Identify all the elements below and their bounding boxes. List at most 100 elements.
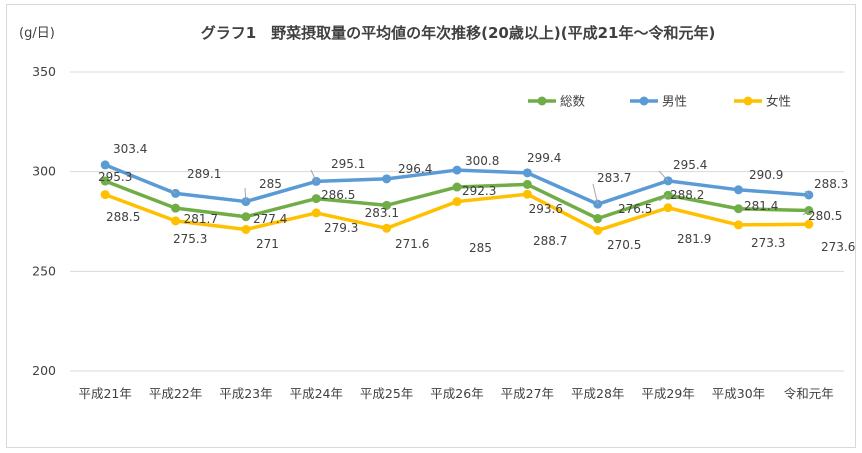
legend-label: 総数 bbox=[560, 94, 586, 109]
data-label: 270.5 bbox=[607, 238, 641, 252]
data-label: 273.6 bbox=[821, 240, 855, 254]
y-axis-ticks: 350 300 250 200 bbox=[32, 64, 56, 378]
data-label: 283.7 bbox=[597, 171, 631, 185]
data-point bbox=[382, 174, 392, 184]
data-label: 281.7 bbox=[184, 212, 218, 226]
x-tick-label: 平成21年 bbox=[78, 386, 131, 401]
leader-line bbox=[658, 194, 669, 202]
y-tick-label: 250 bbox=[32, 263, 56, 278]
leader-line bbox=[802, 210, 810, 216]
chart-title: グラフ1 野菜摂取量の平均値の年次推移(20歳以上)(平成21年〜令和元年) bbox=[201, 24, 716, 42]
x-tick-label: 平成26年 bbox=[430, 386, 483, 401]
data-point bbox=[382, 200, 392, 210]
y-tick-label: 300 bbox=[32, 164, 56, 179]
legend: 総数 男性 女性 bbox=[528, 94, 791, 109]
legend-label: 男性 bbox=[662, 94, 687, 109]
data-label: 271 bbox=[256, 237, 279, 251]
data-point bbox=[593, 214, 603, 224]
data-label: 275.3 bbox=[173, 232, 207, 246]
data-point bbox=[241, 212, 251, 222]
data-point bbox=[733, 185, 743, 195]
data-label: 290.9 bbox=[749, 168, 783, 182]
x-tick-label: 平成28年 bbox=[571, 386, 624, 401]
data-label: 299.4 bbox=[527, 151, 561, 165]
data-label: 296.4 bbox=[398, 162, 432, 176]
data-point bbox=[522, 168, 532, 178]
y-axis-unit: (g/日) bbox=[19, 26, 55, 41]
y-tick-label: 200 bbox=[32, 363, 56, 378]
data-label: 295.4 bbox=[673, 158, 707, 172]
x-tick-label: 平成29年 bbox=[641, 386, 694, 401]
data-label: 288.5 bbox=[106, 210, 140, 224]
chart-frame: グラフ1 野菜摂取量の平均値の年次推移(20歳以上)(平成21年〜令和元年) (… bbox=[6, 4, 856, 448]
data-label: 303.4 bbox=[113, 142, 147, 156]
data-point bbox=[733, 220, 743, 230]
data-label: 295.1 bbox=[331, 157, 365, 171]
data-label: 285 bbox=[259, 177, 282, 191]
x-tick-label: 平成27年 bbox=[501, 386, 554, 401]
legend-label: 女性 bbox=[766, 94, 791, 109]
x-tick-label: 平成30年 bbox=[712, 386, 765, 401]
x-tick-label: 平成23年 bbox=[219, 386, 272, 401]
data-label: 277.4 bbox=[253, 212, 287, 226]
x-axis-ticks: 平成21年 平成22年 平成23年 平成24年 平成25年 平成26年 平成27年 平成28年… bbox=[78, 386, 833, 401]
line-chart: グラフ1 野菜摂取量の平均値の年次推移(20歳以上)(平成21年〜令和元年) (… bbox=[19, 24, 855, 401]
legend-item: 総数 bbox=[528, 94, 586, 109]
x-tick-label: 平成22年 bbox=[149, 386, 202, 401]
data-point bbox=[452, 182, 462, 192]
data-label: 295.3 bbox=[98, 170, 132, 184]
data-label: 280.5 bbox=[808, 209, 842, 223]
data-label: 276.5 bbox=[618, 202, 652, 216]
data-label: 281.4 bbox=[744, 199, 778, 213]
data-label: 300.8 bbox=[465, 154, 499, 168]
data-label: 288.7 bbox=[533, 234, 567, 248]
data-point bbox=[663, 203, 673, 213]
x-tick-label: 令和元年 bbox=[784, 386, 834, 401]
data-point bbox=[241, 224, 251, 234]
data-point bbox=[171, 203, 181, 213]
data-point bbox=[522, 179, 532, 189]
data-label: 293.6 bbox=[529, 202, 563, 216]
data-label: 285 bbox=[469, 241, 492, 255]
leader-line bbox=[804, 190, 810, 196]
data-label: 271.6 bbox=[395, 237, 429, 251]
data-point bbox=[452, 165, 462, 175]
leader-line bbox=[310, 169, 317, 182]
data-point bbox=[452, 197, 462, 207]
data-point bbox=[311, 194, 321, 204]
x-tick-label: 平成25年 bbox=[360, 386, 413, 401]
data-point bbox=[522, 189, 532, 199]
data-point bbox=[593, 225, 603, 235]
data-label: 288.2 bbox=[670, 188, 704, 202]
data-label: 289.1 bbox=[187, 167, 221, 181]
data-point bbox=[100, 190, 110, 200]
data-label: 279.3 bbox=[324, 221, 358, 235]
leader-line bbox=[658, 170, 669, 182]
data-point bbox=[100, 160, 110, 170]
data-label: 286.5 bbox=[321, 188, 355, 202]
leader-line bbox=[244, 187, 247, 202]
data-label: 292.3 bbox=[462, 184, 496, 198]
data-point bbox=[100, 176, 110, 186]
data-point bbox=[382, 223, 392, 233]
data-label: 281.9 bbox=[677, 232, 711, 246]
data-point bbox=[311, 208, 321, 218]
legend-item: 女性 bbox=[734, 94, 791, 109]
data-label: 273.3 bbox=[751, 236, 785, 250]
legend-item: 男性 bbox=[630, 94, 687, 109]
data-point bbox=[733, 204, 743, 214]
label-leader-lines bbox=[169, 169, 810, 216]
data-point bbox=[171, 216, 181, 226]
legend-marker bbox=[639, 96, 649, 106]
data-point bbox=[804, 219, 814, 229]
leader-line bbox=[592, 183, 599, 205]
leader-line bbox=[169, 188, 176, 194]
data-label: 288.3 bbox=[814, 177, 848, 191]
x-tick-label: 平成24年 bbox=[290, 386, 343, 401]
gridlines bbox=[70, 71, 844, 372]
legend-marker bbox=[537, 96, 547, 106]
series-2 bbox=[100, 189, 814, 235]
data-label: 283.1 bbox=[365, 206, 399, 220]
data-labels: 295.3 281.7 277.4 286.5 283.1 292.3 293.6 276.5… bbox=[98, 142, 855, 255]
y-tick-label: 350 bbox=[32, 64, 56, 79]
